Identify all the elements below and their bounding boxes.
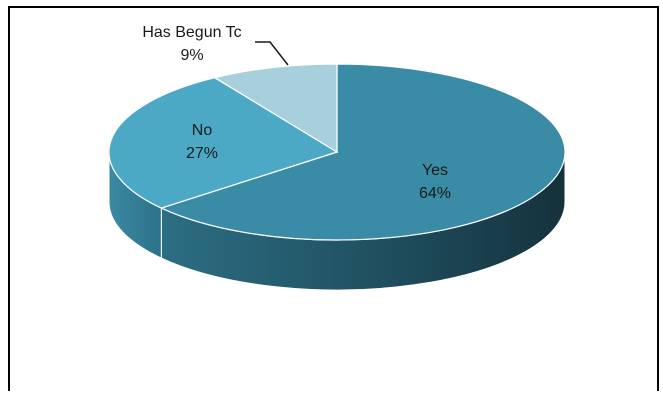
pie-slice-no <box>108 77 339 209</box>
slice-label-yes-name: Yes <box>422 162 448 179</box>
leader-line <box>255 41 289 66</box>
slice-label-no-name: No <box>192 122 213 139</box>
pie-slice-yes <box>159 63 566 241</box>
pie-slice-has-begun-to <box>213 63 338 154</box>
pie-tops <box>108 63 566 241</box>
slice-label-begun-pct: 9% <box>180 47 203 64</box>
slice-label-begun-name: Has Begun Tc <box>142 24 241 41</box>
slice-label-yes-pct: 64% <box>419 185 451 202</box>
slice-label-no-pct: 27% <box>186 145 218 162</box>
